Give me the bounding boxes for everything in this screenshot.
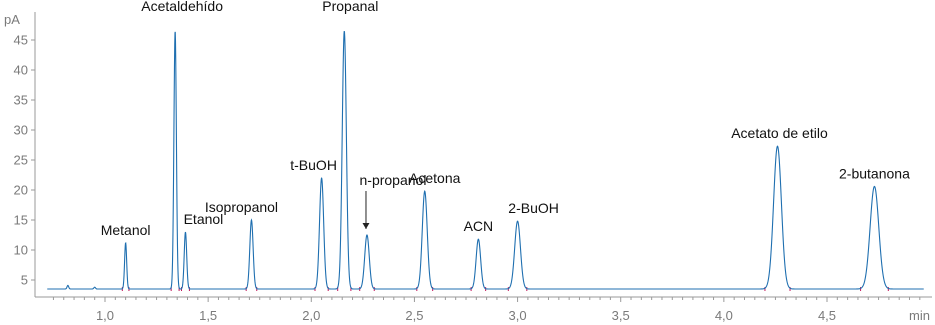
- peak-label: Isopropanol: [205, 199, 278, 215]
- peak-label: t-BuOH: [290, 157, 337, 173]
- x-tick-label: 1,0: [96, 308, 114, 323]
- y-axis-unit: pA: [4, 12, 20, 27]
- annotation-arrow: [362, 191, 370, 229]
- peak-label: 2-butanona: [839, 165, 910, 181]
- peak-label: 2-BuOH: [508, 200, 559, 216]
- peak-label: Propanal: [322, 0, 378, 14]
- y-tick-label: 30: [14, 123, 28, 138]
- x-tick-label: 4,0: [715, 308, 733, 323]
- x-tick-label: 3,5: [612, 308, 630, 323]
- x-ticks: 1,0 1,5 2,0 2,5 3,0 3,5 4,0 4,5: [52, 297, 921, 323]
- peak-label: Acetato de etilo: [731, 125, 828, 141]
- y-tick-label: 40: [14, 63, 28, 78]
- y-tick-label: 20: [14, 183, 28, 198]
- peak-label: n-propanol: [360, 172, 427, 188]
- peak-label: Acetona: [409, 170, 461, 186]
- peak-label: Acetaldehído: [141, 0, 223, 14]
- x-tick-label: 1,5: [199, 308, 217, 323]
- y-tick-label: 5: [21, 273, 28, 288]
- y-tick-label: 35: [14, 93, 28, 108]
- x-axis-unit: min: [909, 308, 930, 323]
- y-tick-label: 25: [14, 153, 28, 168]
- x-tick-label: 3,0: [509, 308, 527, 323]
- peak-label: Metanol: [101, 222, 151, 238]
- y-tick-label: 10: [14, 243, 28, 258]
- y-ticks: 5 10 15 20 25 30 35 40 45: [14, 33, 35, 288]
- y-tick-label: 15: [14, 213, 28, 228]
- axes: [34, 12, 932, 298]
- peak-label: ACN: [464, 218, 494, 234]
- y-tick-label: 45: [14, 33, 28, 48]
- x-tick-label: 2,5: [405, 308, 423, 323]
- x-tick-label: 4,5: [818, 308, 836, 323]
- chromatogram-trace: [47, 30, 924, 290]
- arrow-head: [362, 223, 370, 229]
- peak-label: Etanol: [184, 211, 224, 227]
- x-tick-label: 2,0: [302, 308, 320, 323]
